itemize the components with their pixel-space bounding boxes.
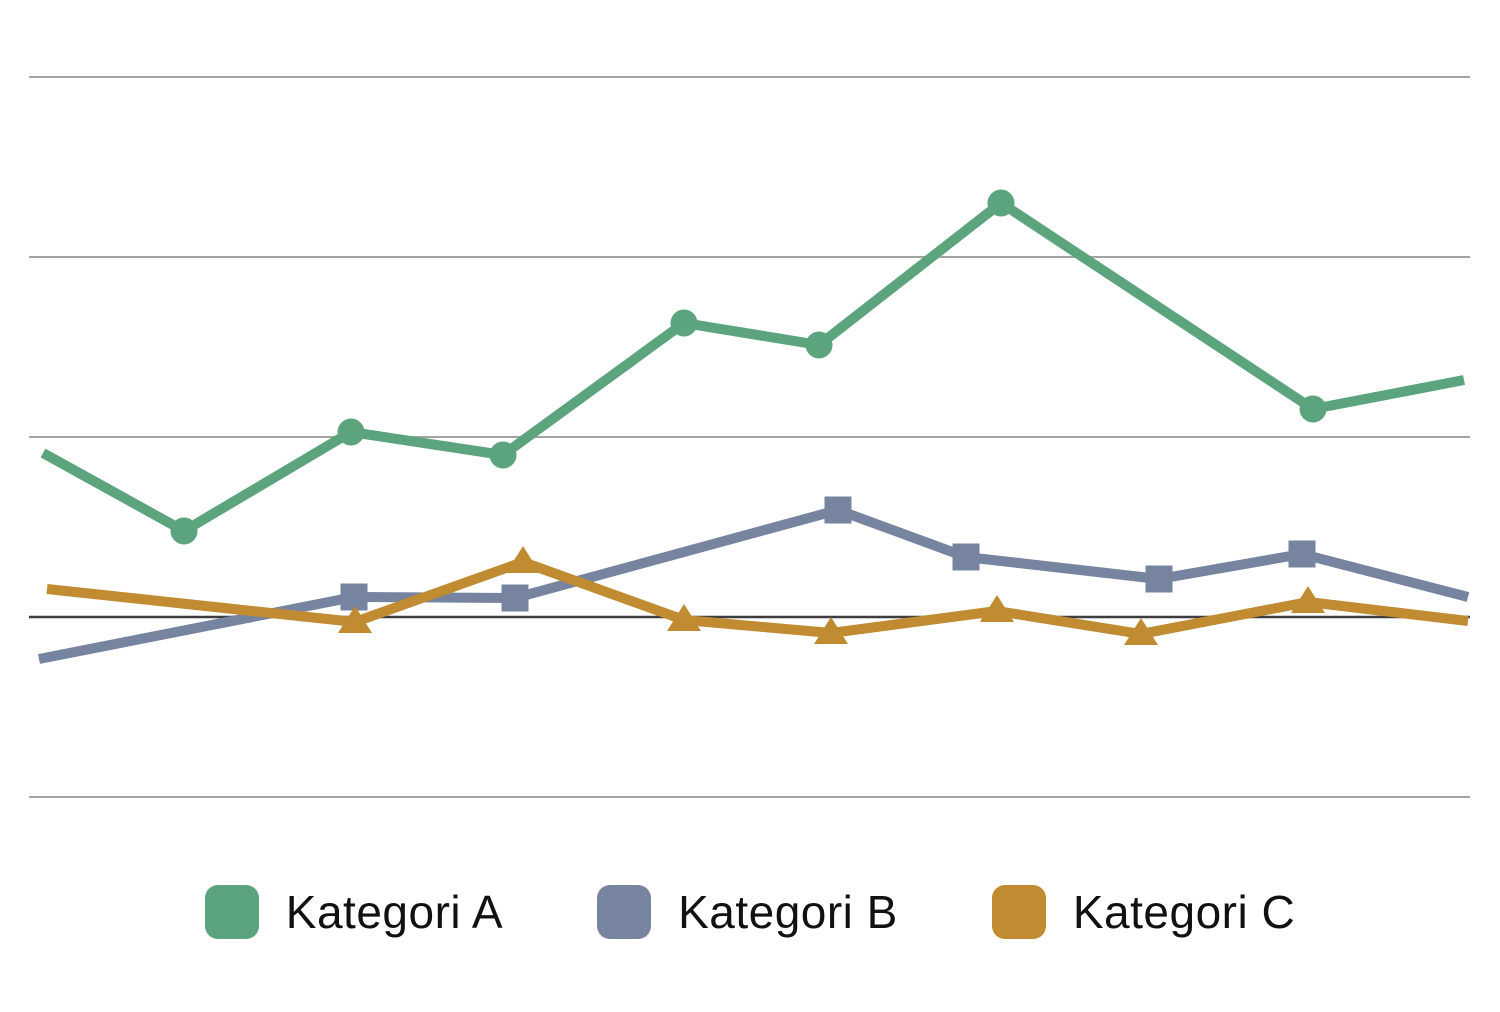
legend-item-kategori-a: Kategori A xyxy=(204,885,504,939)
legend-swatch-kategori-a-icon xyxy=(204,885,259,939)
legend-item-kategori-c: Kategori C xyxy=(991,885,1296,939)
legend-item-kategori-b: Kategori B xyxy=(597,885,898,939)
legend-label-kategori-c: Kategori C xyxy=(1072,885,1296,938)
legend-swatch-kategori-c-icon xyxy=(991,885,1046,939)
legend-swatch-kategori-b-icon xyxy=(597,885,652,939)
legend: Kategori A Kategori B Kategori C xyxy=(0,885,1500,939)
legend-label-kategori-a: Kategori A xyxy=(285,885,504,938)
legend-label-kategori-b: Kategori B xyxy=(678,885,898,938)
